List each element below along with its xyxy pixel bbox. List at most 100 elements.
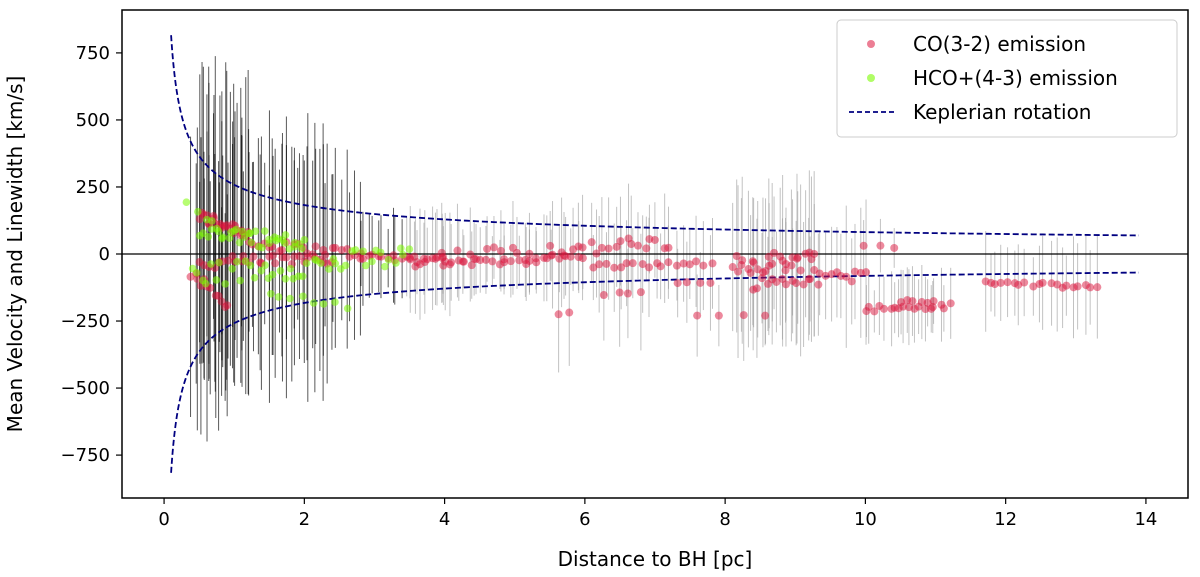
co-point-6-18 bbox=[560, 251, 569, 260]
co-point-5-8 bbox=[453, 246, 462, 255]
keplerian-curve-lower bbox=[170, 271, 1139, 473]
co-point-10-0 bbox=[673, 279, 682, 288]
x-tick-label-7: 14 bbox=[1134, 509, 1157, 530]
co-point-11-4 bbox=[738, 256, 747, 265]
co-point-5-3 bbox=[423, 255, 432, 264]
co-point-14-1 bbox=[876, 241, 885, 250]
hco-point-1-31 bbox=[281, 231, 290, 239]
co-point-7-8 bbox=[645, 263, 654, 272]
co-point-12-10 bbox=[799, 280, 808, 289]
co-point-12-13 bbox=[814, 280, 823, 289]
co-point-17-10 bbox=[1038, 278, 1047, 287]
co-point-6-14 bbox=[532, 258, 541, 267]
co-point-8-1 bbox=[615, 288, 624, 297]
co-point-5-31 bbox=[592, 249, 601, 258]
x-tick-label-2: 4 bbox=[439, 509, 450, 530]
x-tick-label-0: 0 bbox=[158, 509, 169, 530]
legend-hco-marker bbox=[867, 74, 875, 82]
co-point-11-24 bbox=[796, 266, 805, 275]
co-point-6-11 bbox=[515, 256, 524, 265]
hco-point-3-4 bbox=[309, 299, 318, 307]
axis-ticks: 0 2 4 6 8 10 12 14 −750 −500 −250 0 250 500 750 bbox=[61, 43, 1158, 530]
keplerian-layer bbox=[170, 35, 1139, 473]
co-point-7-15 bbox=[692, 257, 701, 266]
co-point-5-15 bbox=[496, 246, 505, 255]
co-point-7-5 bbox=[622, 259, 631, 268]
co-point-17-3 bbox=[996, 278, 1005, 287]
co-point-14-2 bbox=[890, 243, 899, 252]
hco-point-1-3 bbox=[204, 233, 213, 241]
co-point-17-19 bbox=[1093, 283, 1102, 292]
hco-point-1-13 bbox=[232, 225, 240, 234]
hco-point-1-4 bbox=[208, 217, 216, 225]
hco-point-2-41 bbox=[384, 256, 393, 264]
points-layer bbox=[182, 198, 1102, 320]
co-point-7-2 bbox=[602, 259, 611, 268]
co-point-15-4 bbox=[879, 304, 888, 313]
co-point-8-0 bbox=[599, 291, 608, 300]
co-point-16-0 bbox=[897, 298, 906, 307]
hco-point-2-14 bbox=[257, 266, 266, 275]
x-tick-label-1: 2 bbox=[299, 509, 310, 530]
hco-point-2-10 bbox=[236, 276, 244, 285]
hco-point-2-15 bbox=[261, 261, 269, 269]
hco-point-2-7 bbox=[221, 280, 230, 288]
hco-point-2-8 bbox=[228, 264, 237, 273]
hco-point-2-45 bbox=[405, 245, 414, 254]
hco-point-2-4 bbox=[207, 260, 215, 268]
co-point-11-2 bbox=[734, 267, 743, 276]
co-point-17-16 bbox=[1073, 282, 1082, 291]
co-point-11-6 bbox=[746, 268, 755, 277]
co-point-7-17 bbox=[708, 259, 717, 268]
hco-point-2-6 bbox=[215, 258, 223, 267]
co-point-5-37 bbox=[627, 239, 636, 248]
co-point-6-5 bbox=[472, 255, 481, 264]
co-point-3-7 bbox=[277, 246, 286, 255]
co-point-13-0 bbox=[693, 311, 702, 320]
co-point-5-30 bbox=[587, 238, 596, 247]
co-point-15-1 bbox=[864, 302, 873, 311]
hco-point-2-36 bbox=[361, 261, 370, 270]
co-point-12-5 bbox=[772, 277, 781, 286]
co-point-4-1 bbox=[358, 254, 367, 263]
co-point-6-3 bbox=[459, 257, 468, 266]
co-point-5-2 bbox=[416, 260, 425, 269]
y-tick-label-5: 500 bbox=[76, 110, 110, 131]
hco-point-2-5 bbox=[212, 276, 221, 284]
hco-point-2-3 bbox=[201, 279, 210, 288]
keplerian-curve-upper bbox=[170, 35, 1139, 237]
co-point-6-1 bbox=[447, 258, 456, 267]
co-point-16-2 bbox=[908, 297, 917, 306]
co-point-17-18 bbox=[1086, 283, 1095, 292]
co-point-13-1 bbox=[714, 311, 723, 320]
co-point-6-21 bbox=[578, 254, 587, 263]
co-point-10-3 bbox=[706, 278, 715, 287]
hco-point-1-22 bbox=[258, 243, 266, 252]
co-point-3-18 bbox=[331, 243, 340, 252]
co-point-5-33 bbox=[604, 244, 613, 253]
co-point-17-4 bbox=[1003, 278, 1012, 287]
co-point-17-14 bbox=[1062, 281, 1071, 290]
co-point-16-5 bbox=[929, 297, 938, 306]
hco-point-2-24 bbox=[302, 259, 311, 268]
hco-point-3-3 bbox=[299, 292, 307, 301]
y-tick-label-4: 250 bbox=[76, 177, 110, 198]
co-point-7-11 bbox=[664, 258, 673, 267]
co-point-6-4 bbox=[467, 261, 476, 270]
hco-point-2-23 bbox=[298, 272, 307, 281]
hco-point-2-13 bbox=[250, 273, 259, 282]
y-tick-label-1: −500 bbox=[61, 378, 110, 399]
co-point-11-23 bbox=[793, 253, 802, 262]
hco-point-2-27 bbox=[317, 259, 325, 267]
co-point-5-43 bbox=[664, 243, 673, 252]
hco-point-2-18 bbox=[276, 266, 285, 275]
co-point-9-0 bbox=[554, 310, 563, 319]
co-point-11-20 bbox=[787, 261, 796, 270]
co-point-7-4 bbox=[617, 263, 626, 272]
co-point-6-0 bbox=[439, 261, 448, 270]
co-point-10-2 bbox=[696, 278, 705, 287]
hco-point-1-36 bbox=[297, 244, 306, 253]
hco-point-2-12 bbox=[246, 261, 255, 270]
co-point-5-0 bbox=[406, 255, 415, 264]
